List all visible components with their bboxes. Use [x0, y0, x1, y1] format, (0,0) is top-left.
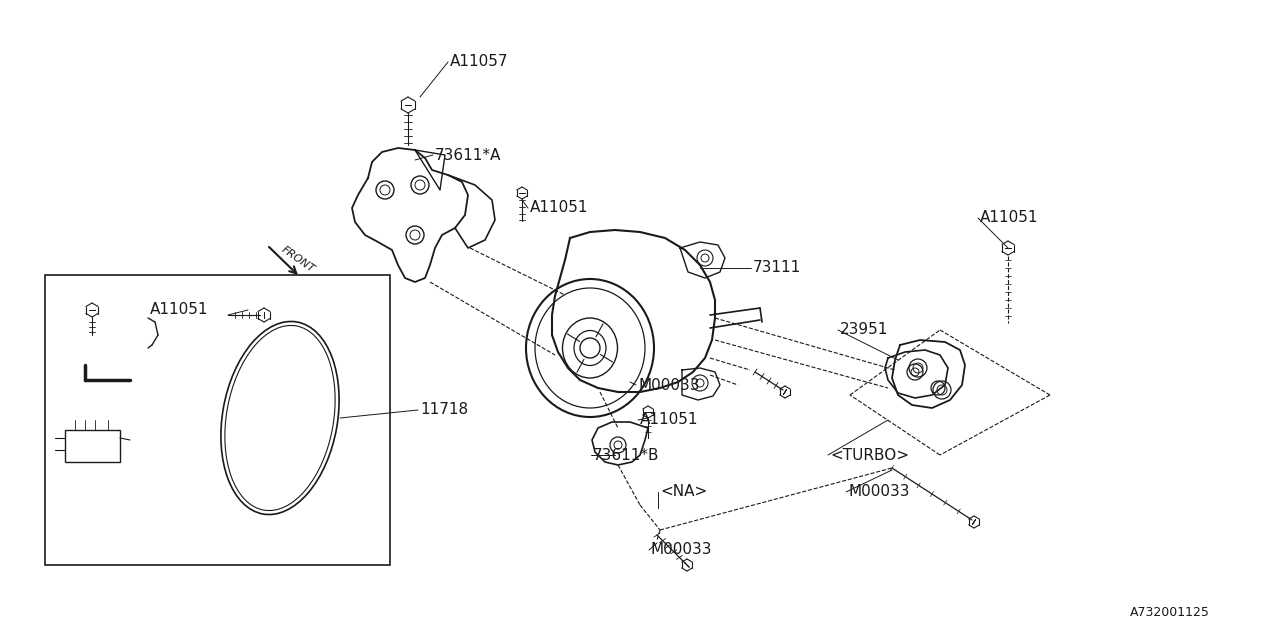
- Text: A11057: A11057: [451, 54, 508, 70]
- Text: FRONT: FRONT: [280, 244, 317, 274]
- Text: A11051: A11051: [980, 211, 1038, 225]
- Text: M00033: M00033: [849, 484, 910, 499]
- Bar: [65, 430, 120, 462]
- Text: 73611*A: 73611*A: [435, 147, 502, 163]
- Text: 11718: 11718: [420, 403, 468, 417]
- Text: <TURBO>: <TURBO>: [829, 447, 909, 463]
- Text: M00033: M00033: [652, 543, 713, 557]
- Text: A11051: A11051: [640, 413, 699, 428]
- Text: <NA>: <NA>: [660, 484, 708, 499]
- Bar: [45, 275, 390, 565]
- Text: 23951: 23951: [840, 323, 888, 337]
- Text: 73111: 73111: [753, 260, 801, 275]
- Text: M00033: M00033: [637, 378, 699, 392]
- Text: 73611*B: 73611*B: [593, 447, 659, 463]
- Text: A11051: A11051: [530, 200, 589, 216]
- Text: A732001125: A732001125: [1130, 605, 1210, 618]
- Text: A11051: A11051: [150, 303, 209, 317]
